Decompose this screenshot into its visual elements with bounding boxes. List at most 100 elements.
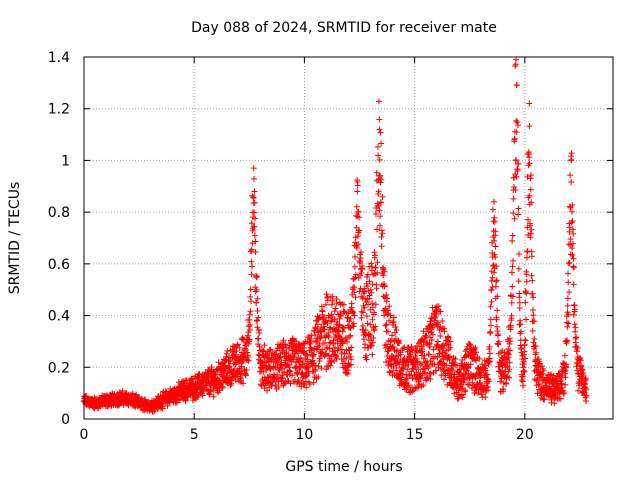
data-point	[510, 210, 517, 217]
data-point	[308, 337, 315, 344]
data-point	[579, 366, 586, 373]
x-axis-label: GPS time / hours	[285, 459, 402, 475]
data-point	[327, 362, 334, 369]
data-point	[568, 150, 575, 157]
data-point	[254, 295, 261, 302]
data-point	[483, 384, 490, 391]
data-point	[370, 334, 377, 341]
data-point	[560, 390, 567, 397]
y-tick-label: 1.4	[48, 50, 70, 66]
data-point	[346, 350, 353, 357]
data-point	[350, 275, 357, 282]
peak-point	[376, 126, 383, 133]
data-point	[348, 356, 355, 363]
data-point	[421, 352, 428, 359]
data-point	[252, 284, 259, 291]
data-point	[372, 301, 379, 308]
data-point	[426, 343, 433, 350]
data-point	[281, 380, 288, 387]
data-point	[256, 343, 263, 350]
data-point	[444, 367, 451, 374]
data-point	[420, 328, 427, 335]
data-point	[293, 370, 300, 377]
data-point	[548, 371, 555, 378]
data-point	[303, 384, 310, 391]
data-point	[516, 299, 523, 306]
data-point	[529, 290, 536, 297]
data-point	[509, 237, 516, 244]
data-point	[324, 320, 331, 327]
data-point	[164, 402, 171, 409]
data-point	[405, 382, 412, 389]
data-point	[334, 327, 341, 334]
y-tick-label: 0.8	[48, 205, 70, 221]
data-point	[488, 277, 495, 284]
y-tick-label: 1	[61, 153, 70, 169]
data-point	[331, 344, 338, 351]
data-point	[432, 314, 439, 321]
data-point	[509, 232, 516, 239]
data-point	[494, 293, 501, 300]
data-point	[412, 349, 419, 356]
data-point	[570, 263, 577, 270]
data-point	[571, 321, 578, 328]
y-tick-label: 0.4	[48, 309, 70, 325]
data-point	[565, 320, 572, 327]
data-point	[425, 365, 432, 372]
data-point	[297, 364, 304, 371]
data-point	[569, 218, 576, 225]
data-point	[566, 259, 573, 266]
data-point	[344, 338, 351, 345]
data-point	[524, 248, 531, 255]
data-point	[310, 351, 317, 358]
data-point	[352, 253, 359, 260]
data-point	[255, 341, 262, 348]
data-point	[562, 367, 569, 374]
data-point	[250, 195, 257, 202]
data-point	[354, 182, 361, 189]
data-point	[513, 173, 520, 180]
data-point	[245, 357, 252, 364]
data-point	[497, 378, 504, 385]
data-point	[340, 324, 347, 331]
data-point	[487, 316, 494, 323]
data-point	[199, 392, 206, 399]
data-point	[305, 369, 312, 376]
data-point	[567, 172, 574, 179]
y-tick-label: 0.6	[48, 257, 70, 273]
data-point	[386, 317, 393, 324]
data-point	[378, 234, 385, 241]
data-point	[222, 365, 229, 372]
data-point	[571, 264, 578, 271]
data-point	[523, 254, 530, 261]
data-point	[271, 352, 278, 359]
data-point	[133, 391, 140, 398]
data-point	[347, 332, 354, 339]
data-point	[345, 310, 352, 317]
data-point	[528, 226, 535, 233]
data-point	[390, 314, 397, 321]
data-point	[249, 263, 256, 270]
data-point	[322, 351, 329, 358]
data-point	[257, 381, 264, 388]
data-point	[511, 135, 518, 142]
data-point	[371, 309, 378, 316]
data-point	[513, 156, 520, 163]
data-point	[557, 377, 564, 384]
data-point	[427, 370, 434, 377]
data-point	[267, 346, 274, 353]
data-point	[363, 352, 370, 359]
data-point	[347, 316, 354, 323]
data-point	[314, 346, 321, 353]
data-point	[511, 215, 518, 222]
data-point	[531, 335, 538, 342]
data-point	[422, 369, 429, 376]
data-point	[376, 116, 383, 123]
data-point	[486, 350, 493, 357]
data-point	[568, 219, 575, 226]
data-point	[531, 343, 538, 350]
data-point	[375, 152, 382, 159]
data-point	[526, 123, 533, 130]
data-point	[366, 278, 373, 285]
